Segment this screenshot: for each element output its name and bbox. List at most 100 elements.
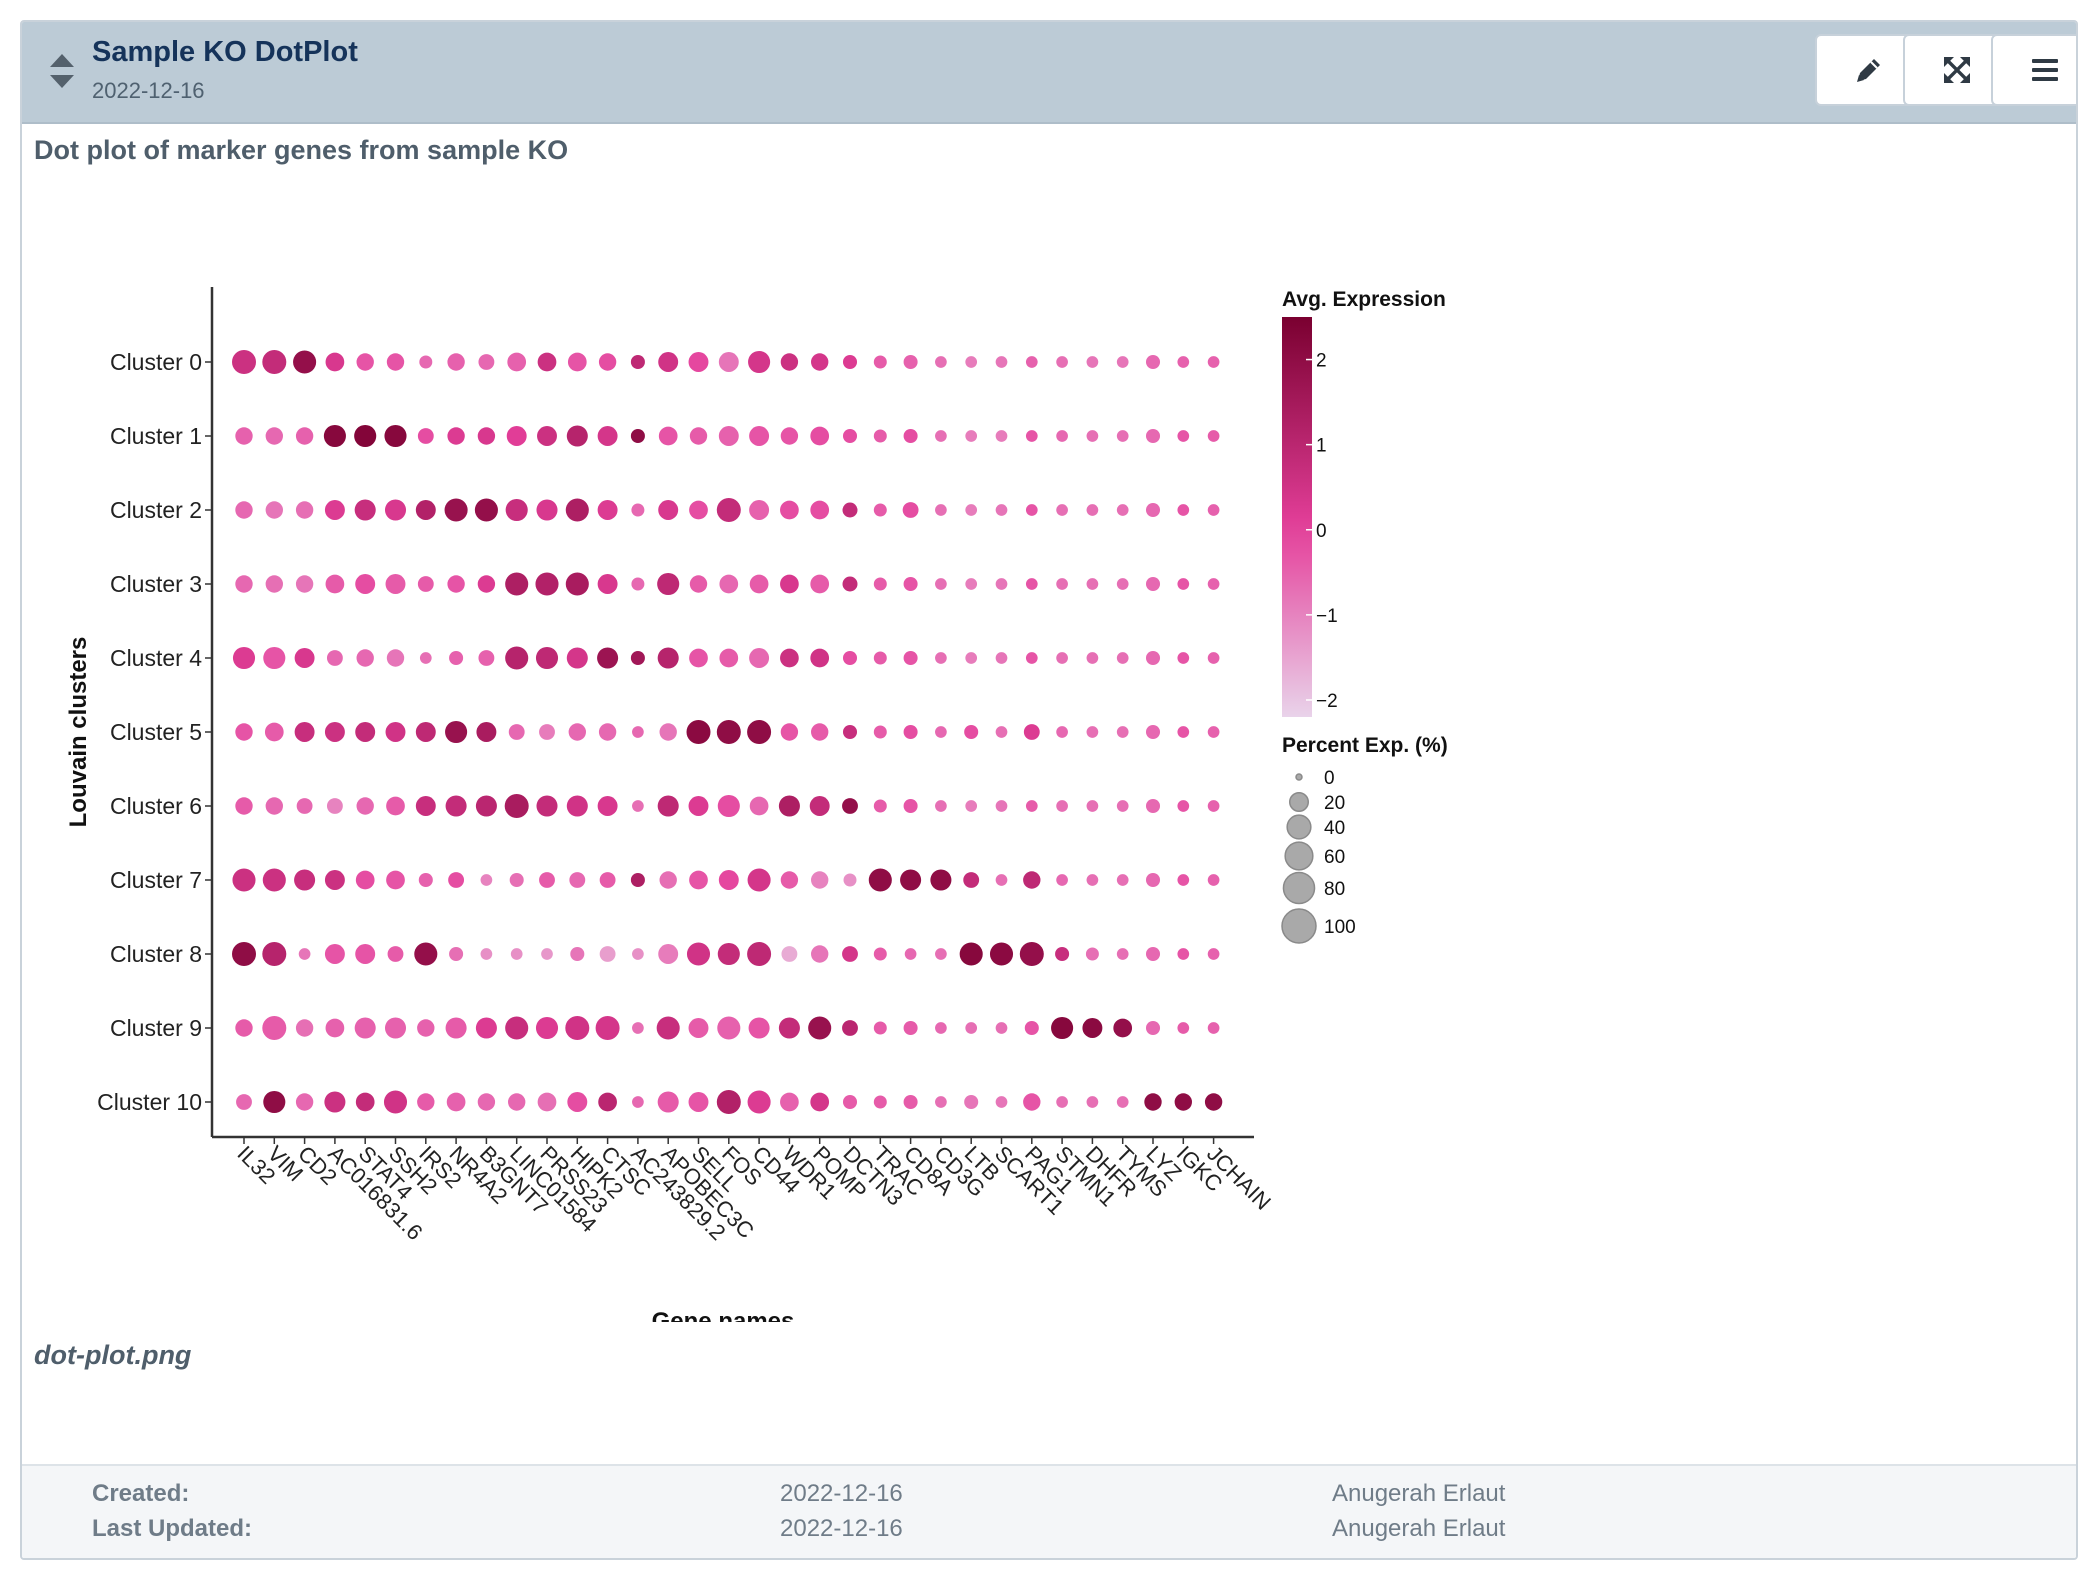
size-legend-dot bbox=[1288, 791, 1310, 813]
dot-mark bbox=[959, 942, 983, 966]
dot-mark bbox=[265, 501, 283, 519]
dot-mark bbox=[323, 424, 346, 448]
dot-mark bbox=[989, 942, 1014, 966]
dot-mark bbox=[505, 646, 529, 670]
dot-mark bbox=[595, 1016, 620, 1040]
dot-mark bbox=[1177, 430, 1190, 442]
dot-mark bbox=[1025, 800, 1038, 812]
dot-mark bbox=[298, 948, 311, 960]
pencil-icon bbox=[1857, 59, 1880, 82]
dot-mark bbox=[1025, 652, 1038, 664]
dot-mark bbox=[810, 648, 830, 668]
dot-mark bbox=[1025, 578, 1038, 590]
dot-mark bbox=[688, 1092, 709, 1112]
dot-mark bbox=[631, 577, 645, 591]
dot-mark bbox=[717, 794, 740, 818]
dot-mark bbox=[386, 649, 405, 667]
dot-mark bbox=[1116, 430, 1129, 442]
dot-mark bbox=[384, 424, 407, 448]
dot-mark bbox=[477, 575, 496, 593]
dot-mark bbox=[747, 1090, 771, 1114]
dot-mark bbox=[995, 1022, 1008, 1034]
dot-mark bbox=[1177, 652, 1190, 664]
dot-mark bbox=[325, 1018, 345, 1038]
updated-date: 2022-12-16 bbox=[780, 1515, 903, 1542]
dot-mark bbox=[567, 1092, 588, 1112]
dot-mark bbox=[903, 428, 918, 444]
card-header: Sample KO DotPlot 2022-12-16 bbox=[22, 22, 2076, 124]
dot-mark bbox=[1056, 504, 1068, 516]
dot-mark bbox=[415, 796, 436, 816]
size-legend-label: 100 bbox=[1324, 917, 1356, 938]
color-legend-tick-label: 2 bbox=[1316, 351, 1327, 372]
size-legend-label: 40 bbox=[1324, 818, 1345, 839]
dot-mark bbox=[658, 500, 679, 520]
dot-mark bbox=[535, 646, 559, 670]
dot-mark bbox=[262, 350, 287, 374]
dot-mark bbox=[747, 868, 771, 892]
dot-mark bbox=[1051, 1016, 1074, 1040]
dot-mark bbox=[1056, 1096, 1068, 1108]
dot-mark bbox=[810, 500, 830, 520]
dot-mark bbox=[842, 502, 858, 518]
dot-mark bbox=[688, 1018, 709, 1038]
dot-mark bbox=[567, 352, 587, 372]
dot-mark bbox=[354, 499, 376, 521]
dot-mark bbox=[1023, 871, 1041, 889]
menu-icon bbox=[2032, 59, 2058, 81]
dot-mark bbox=[935, 800, 947, 812]
dot-mark bbox=[1207, 1022, 1220, 1034]
dot-mark bbox=[780, 871, 799, 889]
dot-mark bbox=[780, 574, 799, 594]
dot-mark bbox=[535, 572, 559, 596]
dot-mark bbox=[480, 948, 493, 960]
dot-mark bbox=[419, 652, 432, 664]
dot-mark bbox=[510, 948, 523, 960]
dot-mark bbox=[505, 1016, 529, 1040]
dot-mark bbox=[477, 1093, 496, 1111]
size-legend-label: 80 bbox=[1324, 879, 1345, 900]
dot-mark bbox=[386, 353, 405, 371]
dot-mark bbox=[1086, 430, 1099, 442]
dot-mark bbox=[598, 723, 617, 741]
dot-mark bbox=[965, 504, 978, 516]
dot-mark bbox=[1207, 652, 1220, 664]
dot-mark bbox=[566, 425, 588, 447]
dot-mark bbox=[449, 946, 464, 962]
dot-mark bbox=[384, 1017, 407, 1039]
dot-mark bbox=[476, 722, 497, 742]
dot-mark bbox=[566, 795, 588, 817]
dot-mark bbox=[597, 796, 618, 816]
color-legend-title: Avg. Expression bbox=[1282, 288, 1446, 311]
menu-button[interactable] bbox=[1991, 34, 2076, 106]
image-filename[interactable]: dot-plot.png bbox=[34, 1340, 192, 1370]
dot-mark bbox=[509, 872, 524, 888]
size-legend-dot bbox=[1286, 814, 1312, 840]
dot-mark bbox=[1145, 724, 1161, 740]
dot-mark bbox=[1207, 726, 1220, 738]
dot-mark bbox=[930, 869, 952, 891]
dot-mark bbox=[873, 651, 887, 665]
dot-mark bbox=[748, 350, 771, 374]
dot-mark bbox=[995, 1096, 1008, 1108]
drag-handle-icon[interactable] bbox=[48, 52, 76, 90]
dot-mark bbox=[747, 942, 772, 966]
dot-mark bbox=[717, 1016, 741, 1040]
dot-mark bbox=[658, 944, 679, 964]
size-legend-label: 0 bbox=[1324, 768, 1335, 789]
dot-mark bbox=[295, 575, 314, 593]
dot-mark bbox=[935, 504, 947, 516]
dot-mark bbox=[508, 1093, 526, 1111]
dot-mark bbox=[324, 944, 345, 964]
dot-mark bbox=[1145, 502, 1161, 518]
dot-mark bbox=[873, 947, 887, 961]
dot-mark bbox=[873, 725, 887, 739]
dot-mark bbox=[566, 647, 588, 669]
dot-mark bbox=[1116, 874, 1129, 886]
dot-mark bbox=[417, 576, 434, 592]
dot-mark bbox=[903, 354, 918, 370]
size-legend-label: 20 bbox=[1324, 793, 1345, 814]
dot-mark bbox=[780, 427, 799, 445]
dot-mark bbox=[1144, 1093, 1162, 1111]
dot-mark bbox=[935, 578, 947, 590]
